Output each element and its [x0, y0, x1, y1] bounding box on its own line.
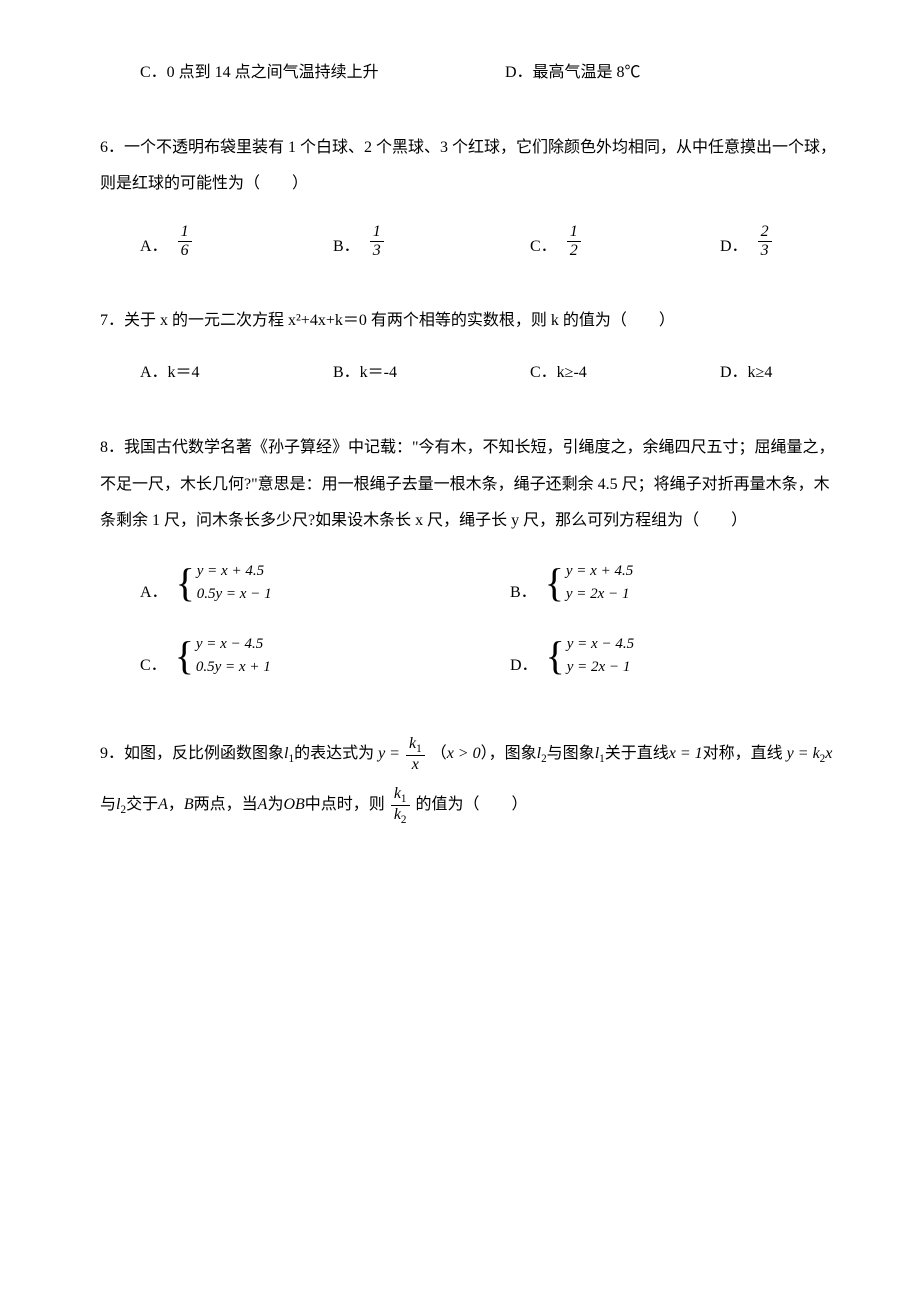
q8-choice-a: A． {y = x + 4.50.5y = x − 1	[140, 560, 510, 605]
q7-stem: 7．关于 x 的一元二次方程 x²+4x+k＝0 有两个相等的实数根，则 k 的…	[100, 303, 836, 340]
q9-B: B	[184, 796, 194, 813]
q9-condend: ），图象	[481, 745, 537, 762]
q6-choice-b-label: B．	[333, 234, 360, 260]
q8-d-eq2: y = 2x − 1	[567, 656, 634, 679]
q6-choice-d-label: D．	[720, 234, 748, 260]
q9-comma: ，	[168, 796, 184, 813]
q9-xeq1: x = 1	[669, 745, 703, 762]
q6-d-num: 2	[758, 223, 772, 242]
q6-c-den: 2	[567, 242, 581, 260]
q9-t9: 为	[267, 796, 283, 813]
q9-yk2x: y = k	[787, 745, 820, 762]
q9-xgt0: x > 0	[447, 745, 481, 762]
q8-a-eq2: 0.5y = x − 1	[197, 583, 272, 606]
q9-t8: 两点，当	[194, 796, 258, 813]
q9-frac1-numsub: 1	[416, 743, 422, 755]
q9-A2: A	[258, 796, 268, 813]
q6-choice-c: C． 12	[530, 223, 720, 259]
q8-choice-a-label: A．	[140, 580, 168, 606]
q9-OB: OB	[283, 796, 304, 813]
q9-frac2: k1k2	[391, 785, 410, 827]
q6-choice-a: A． 16	[140, 223, 333, 259]
q8-c-eq1: y = x − 4.5	[196, 633, 271, 656]
q6-c-num: 1	[567, 223, 581, 242]
q8-choice-b-label: B．	[510, 580, 537, 606]
q9-frac2-numsub: 1	[401, 793, 407, 805]
q8-stem: 8．我国古代数学名著《孙子算经》中记载："今有木，不知长短，引绳度之，余绳四尺五…	[100, 430, 836, 540]
q6-choice-d: D． 23	[720, 223, 774, 259]
q8-b-eq1: y = x + 4.5	[566, 560, 633, 583]
q9-frac1: k1x	[406, 735, 425, 774]
q9-t11: 的值为（ ）	[416, 796, 528, 813]
q9-A: A	[158, 796, 168, 813]
q5-choice-d: D．最高气温是 8℃	[505, 60, 705, 86]
q9-t5: 对称，直线	[703, 745, 783, 762]
q7-choice-b: B．k＝-4	[333, 360, 530, 386]
q9-cond: （	[431, 745, 447, 762]
q9-t4: 关于直线	[605, 745, 669, 762]
q9-t3: 与图象	[547, 745, 595, 762]
q6-a-den: 6	[178, 242, 192, 260]
q8-choice-d: D． {y = x − 4.5y = 2x − 1	[510, 633, 880, 678]
q9-yeq: y =	[378, 745, 400, 762]
q8-d-eq1: y = x − 4.5	[567, 633, 634, 656]
q6-a-num: 1	[178, 223, 192, 242]
q6-choice-b: B． 13	[333, 223, 530, 259]
q9-yk2xend: x	[825, 745, 832, 762]
q6-b-num: 1	[370, 223, 384, 242]
q8-b-eq2: y = 2x − 1	[566, 583, 633, 606]
q8-a-eq1: y = x + 4.5	[197, 560, 272, 583]
q5-choice-c: C．0 点到 14 点之间气温持续上升	[140, 60, 505, 86]
q9-frac1-den: x	[406, 756, 425, 774]
q7-choice-d: D．k≥4	[720, 360, 772, 386]
q9-frac2-den: k	[394, 806, 401, 823]
q6-stem: 6．一个不透明布袋里装有 1 个白球、2 个黑球、3 个红球，它们除颜色外均相同…	[100, 130, 836, 204]
q9-t7: 交于	[126, 796, 158, 813]
q7-choice-c: C．k≥-4	[530, 360, 720, 386]
q8-c-eq2: 0.5y = x + 1	[196, 656, 271, 679]
q9-t2: 的表达式为	[294, 745, 374, 762]
q8-choice-b: B． {y = x + 4.5y = 2x − 1	[510, 560, 880, 605]
q8-choice-d-label: D．	[510, 653, 538, 679]
q7-choice-a: A．k＝4	[140, 360, 333, 386]
q6-choice-a-label: A．	[140, 234, 168, 260]
q9-t10: 中点时，则	[305, 796, 385, 813]
q9-stem: 9．如图，反比例函数图象l1的表达式为 y = k1x （x > 0），图象l2…	[100, 728, 836, 830]
q9-t6: 与	[100, 796, 116, 813]
q9-frac2-num: k	[394, 785, 401, 802]
q6-d-den: 3	[758, 242, 772, 260]
q6-b-den: 3	[370, 242, 384, 260]
q6-choice-c-label: C．	[530, 234, 557, 260]
q8-choice-c: C． {y = x − 4.50.5y = x + 1	[140, 633, 510, 678]
q9-t1: 9．如图，反比例函数图象	[100, 745, 284, 762]
q8-choice-c-label: C．	[140, 653, 167, 679]
q9-frac2-densub: 2	[401, 814, 407, 826]
